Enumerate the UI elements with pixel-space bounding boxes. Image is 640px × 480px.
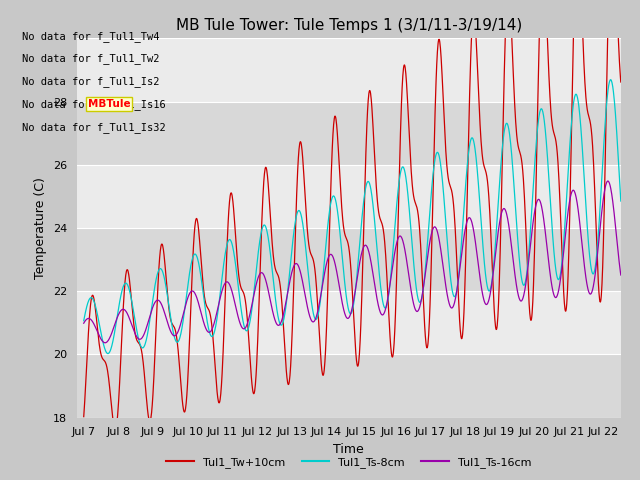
Text: No data for f_Tul1_Tw2: No data for f_Tul1_Tw2 <box>22 54 160 64</box>
Text: No data for f_Tul1_Is2: No data for f_Tul1_Is2 <box>22 76 160 87</box>
Title: MB Tule Tower: Tule Temps 1 (3/1/11-3/19/14): MB Tule Tower: Tule Temps 1 (3/1/11-3/19… <box>175 18 522 33</box>
Text: MBTule: MBTule <box>88 99 131 109</box>
Bar <box>77 291 621 354</box>
Legend: Tul1_Tw+10cm, Tul1_Ts-8cm, Tul1_Ts-16cm: Tul1_Tw+10cm, Tul1_Ts-8cm, Tul1_Ts-16cm <box>161 453 536 473</box>
Text: No data for f_Tul1_Tw4: No data for f_Tul1_Tw4 <box>22 31 160 42</box>
Text: No data for f_Tul1_Is32: No data for f_Tul1_Is32 <box>22 122 166 133</box>
Text: No data for f_Tul1_Is16: No data for f_Tul1_Is16 <box>22 99 166 110</box>
Bar <box>77 102 621 165</box>
X-axis label: Time: Time <box>333 443 364 456</box>
Y-axis label: Temperature (C): Temperature (C) <box>35 177 47 279</box>
Bar <box>77 165 621 228</box>
Bar <box>77 38 621 102</box>
Bar <box>77 228 621 291</box>
Bar <box>77 354 621 418</box>
